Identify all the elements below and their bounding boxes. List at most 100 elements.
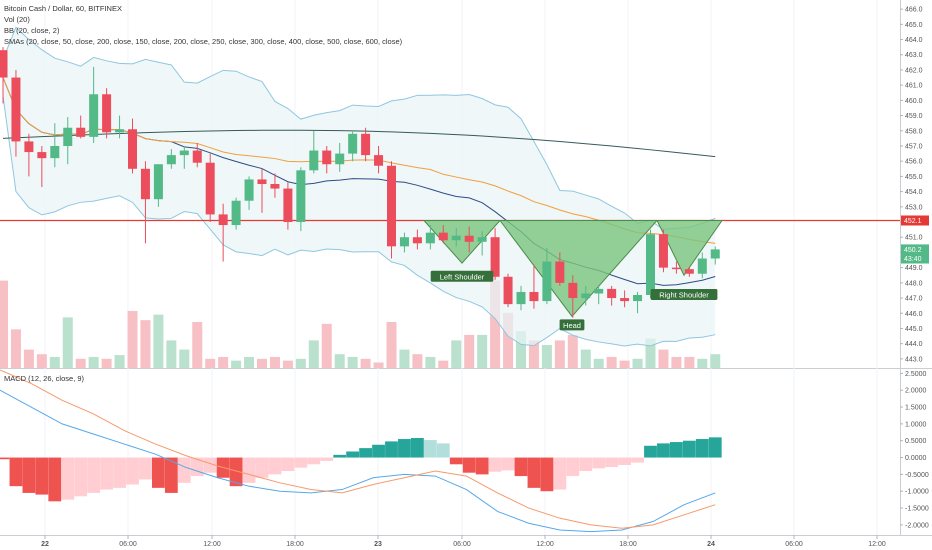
candle-body — [374, 155, 384, 166]
candle — [451, 228, 461, 247]
macd-indicator-label[interactable]: MACD (12, 26, close, 9) — [4, 374, 85, 383]
candle — [658, 229, 668, 273]
price-tick-label: 466.0 — [905, 7, 923, 14]
price-tick-label: 451.0 — [905, 235, 923, 242]
head-label: Head — [563, 321, 581, 330]
candle — [490, 228, 500, 280]
time-tick-label: 06:00 — [785, 541, 803, 548]
price-tick-label: 456.0 — [905, 159, 923, 166]
candle — [11, 69, 21, 157]
macd-histogram-bar — [657, 443, 670, 458]
time-tick-label: 24 — [707, 541, 715, 548]
macd-histogram-bar — [411, 438, 424, 458]
candle-body — [555, 261, 565, 283]
chart-title[interactable]: Bitcoin Cash / Dollar, 60, BITFINEX — [4, 4, 122, 13]
macd-histogram-bar — [579, 457, 593, 472]
volume-bar — [386, 322, 397, 368]
macd-tick-label: 1.0000 — [905, 421, 927, 428]
candle — [542, 247, 552, 305]
candle-body — [658, 234, 668, 268]
price-tick-label: 448.0 — [905, 280, 923, 287]
candle-body — [283, 188, 293, 223]
candle — [374, 145, 384, 174]
macd-histogram-bar — [61, 457, 75, 500]
macd-histogram-bar — [449, 457, 463, 465]
volume-bar — [49, 356, 60, 368]
candle-body — [0, 50, 8, 78]
volume-bar — [503, 312, 514, 368]
volume-bar — [658, 349, 669, 368]
macd-histogram-bar — [346, 451, 360, 458]
price-tick-label: 458.0 — [905, 128, 923, 135]
time-axis: 22 06:00 12:00 18:00 23 06:00 12:00 18:00 24 06:0… — [41, 535, 886, 548]
candle-body — [425, 232, 435, 244]
time-tick-label: 06:00 — [119, 541, 137, 548]
time-tick-label: 23 — [374, 541, 382, 548]
candle — [89, 66, 99, 143]
price-tick-label: 462.0 — [905, 67, 923, 74]
candle — [244, 176, 254, 210]
price-tick-label: 463.0 — [905, 52, 923, 59]
macd-histogram-bar — [22, 457, 36, 493]
price-tick-label: 445.0 — [905, 326, 923, 333]
candle-body — [166, 155, 176, 165]
candle-body — [477, 237, 487, 242]
price-label: 450.2 — [904, 247, 922, 254]
volume-bar — [153, 314, 164, 368]
candle — [205, 153, 215, 223]
candle — [438, 225, 448, 244]
bollinger-indicator-label[interactable]: BB (20, close, 2) — [4, 26, 60, 35]
candle — [115, 115, 125, 139]
candle-body — [24, 141, 34, 153]
macd-histogram-bar — [48, 457, 62, 502]
candle — [231, 197, 241, 230]
time-tick-label: 12:00 — [536, 541, 554, 548]
time-tick-label: 22 — [41, 541, 49, 548]
macd-tick-label: 0.5000 — [905, 438, 927, 445]
candle — [270, 173, 280, 198]
macd-histogram — [0, 437, 722, 502]
volume-bar — [425, 356, 436, 368]
candle-body — [684, 269, 694, 274]
candle — [192, 142, 202, 168]
volume-bar — [269, 356, 280, 368]
candle — [361, 127, 371, 162]
sma-indicator-label[interactable]: SMAs (20, close, 50, close, 200, close, … — [4, 37, 403, 46]
price-axis: 443.0444.0445.0446.0447.0448.0449.0450.0… — [900, 7, 929, 363]
candle — [594, 285, 604, 305]
macd-tick-label: -1.5000 — [905, 506, 929, 513]
macd-histogram-bar — [268, 457, 282, 475]
candle-body — [503, 276, 513, 305]
macd-histogram-bar — [398, 439, 411, 458]
candle — [76, 115, 86, 139]
volume-bar — [347, 356, 358, 368]
macd-tick-label: 2.5000 — [905, 371, 927, 378]
volume-bar — [192, 322, 203, 368]
bollinger-upper — [2, 26, 716, 230]
candle-body — [361, 133, 371, 156]
volume-indicator-label[interactable]: Vol (20) — [4, 15, 30, 24]
candle-body — [11, 77, 21, 142]
volume-bar — [244, 356, 255, 368]
candle — [257, 168, 267, 213]
candle-body — [102, 94, 112, 133]
candle — [128, 118, 137, 174]
candle-body — [335, 153, 345, 165]
volume-bars — [0, 280, 721, 368]
candle — [140, 161, 150, 244]
candle — [309, 130, 319, 174]
candle-body — [451, 235, 461, 241]
volume-bar — [645, 338, 656, 368]
macd-histogram-bar — [501, 457, 515, 471]
price-tick-label: 459.0 — [905, 113, 923, 120]
right-shoulder-label-bg — [650, 289, 718, 301]
candle-body — [89, 94, 99, 137]
candle-body — [594, 288, 604, 294]
volume-bar — [541, 345, 552, 368]
candle — [153, 164, 163, 207]
volume-bar — [218, 356, 229, 368]
candle-body — [399, 237, 409, 247]
macd-histogram-bar — [164, 457, 178, 493]
macd-histogram-bar — [152, 457, 165, 488]
